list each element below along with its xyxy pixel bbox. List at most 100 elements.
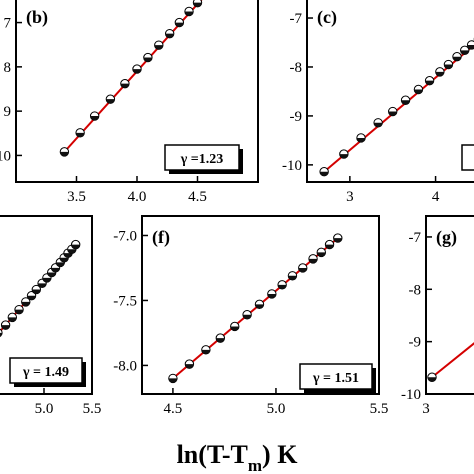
panel-3: 5.0 5.5 γ = 1.49	[0, 215, 102, 417]
data-point	[168, 373, 178, 384]
x-tick-label: 3	[346, 189, 354, 205]
y-tick-label: -10	[401, 387, 421, 403]
data-point	[254, 299, 265, 310]
y-tick-label: 8	[4, 60, 12, 76]
data-point	[7, 312, 18, 323]
data-point	[356, 133, 366, 143]
x-tick-label: 5.5	[370, 401, 389, 417]
gamma-value: γ = 1.51	[312, 371, 359, 386]
y-tick-label: -9	[290, 109, 303, 125]
data-point	[388, 106, 398, 117]
data-point	[435, 67, 445, 77]
y-tick-label: -8	[290, 60, 303, 76]
data-point	[59, 147, 70, 157]
data-layer	[0, 239, 81, 338]
y-tick-label: 7	[4, 16, 12, 32]
x-tick-label: 4	[432, 189, 440, 205]
data-point	[242, 310, 252, 320]
data-point	[427, 372, 437, 382]
x-tick-label: 5.0	[35, 401, 54, 417]
panel-4: 4.5 5.0 5.5 -8.0 -7.5 -7.0 (f) γ = 1.51	[113, 215, 389, 417]
data-point	[215, 333, 226, 343]
fit-line	[63, 0, 203, 153]
data-point	[120, 78, 130, 89]
x-tick-label: 5.5	[83, 401, 102, 417]
data-point	[184, 6, 194, 17]
x-axis-label-main: ln(T-T	[177, 440, 248, 469]
data-point	[164, 28, 175, 39]
data-point	[26, 291, 37, 301]
plot-frame	[141, 215, 380, 395]
plot-frame	[306, 0, 474, 183]
gamma-box: γ = 1.49	[9, 357, 86, 387]
fit-line	[431, 342, 474, 379]
data-point	[21, 297, 31, 307]
data-point	[132, 64, 142, 74]
data-point	[31, 284, 42, 295]
data-point	[339, 149, 349, 159]
x-tick-label: 3.5	[67, 189, 86, 205]
data-layer	[59, 0, 203, 157]
x-tick-label: 4.5	[188, 189, 207, 205]
data-point	[0, 328, 3, 338]
data-point	[287, 271, 298, 281]
data-point	[324, 239, 335, 250]
data-point	[452, 51, 462, 62]
gamma-box: γ = 1.51	[299, 363, 376, 393]
data-point	[154, 40, 164, 50]
data-point	[230, 321, 240, 332]
x-tick-label: 3	[422, 401, 430, 417]
data-point	[316, 247, 326, 258]
panel-1: 3.5 4.0 4.5 10 9 8 7 (b) γ =1.23	[0, 0, 259, 205]
panel-label: (g)	[436, 227, 457, 248]
panel-label: (b)	[26, 7, 48, 28]
y-tick-label: -7	[290, 11, 303, 27]
data-layer	[427, 342, 474, 382]
y-tick-label: 10	[0, 148, 11, 164]
data-point	[400, 95, 411, 105]
y-tick-label: -7.0	[113, 228, 137, 244]
data-point	[201, 345, 211, 355]
data-point	[89, 111, 100, 121]
gamma-box: γ	[461, 144, 474, 171]
y-tick-label: -9	[409, 335, 422, 351]
y-tick-label: -8.0	[113, 358, 137, 374]
data-point	[333, 233, 343, 243]
panel-label: (c)	[317, 7, 337, 28]
data-point	[0, 320, 11, 330]
data-layer	[168, 233, 343, 384]
data-point	[143, 52, 153, 63]
data-point	[319, 167, 329, 177]
data-point	[174, 17, 185, 28]
gamma-value: γ =1.23	[180, 152, 224, 167]
panels-group: 3.5 4.0 4.5 10 9 8 7 (b) γ =1.23 3 4 -10 -9 -8 -7 (c) γ 5…	[0, 0, 474, 417]
x-axis-label: ln(T-Tm) K	[177, 440, 299, 474]
x-axis-label-subscript: m	[248, 456, 262, 474]
data-point	[14, 304, 24, 315]
data-layer	[319, 37, 474, 177]
y-tick-label: -7	[409, 230, 422, 246]
data-point	[267, 289, 277, 299]
data-point	[277, 280, 287, 290]
data-point	[70, 239, 81, 250]
x-tick-label: 4.0	[128, 189, 147, 205]
data-point	[466, 40, 474, 50]
y-tick-label: 9	[4, 104, 12, 120]
data-point	[298, 263, 308, 273]
data-point	[75, 128, 85, 138]
panel-label: (f)	[152, 227, 170, 248]
panel-2: 3 4 -10 -9 -8 -7 (c) γ	[282, 0, 474, 205]
panel-5: 3-10 -9 -8 -7 (g)	[401, 215, 474, 417]
data-point	[460, 45, 470, 56]
gamma-box: γ =1.23	[164, 144, 243, 174]
y-tick-label: -8	[409, 282, 422, 298]
x-tick-label: 4.5	[164, 401, 183, 417]
data-point	[424, 75, 435, 86]
data-point	[443, 59, 454, 70]
data-point	[184, 359, 195, 369]
data-point	[192, 0, 203, 8]
data-point	[105, 94, 116, 104]
y-tick-label: -10	[282, 158, 302, 174]
data-point	[413, 84, 424, 95]
